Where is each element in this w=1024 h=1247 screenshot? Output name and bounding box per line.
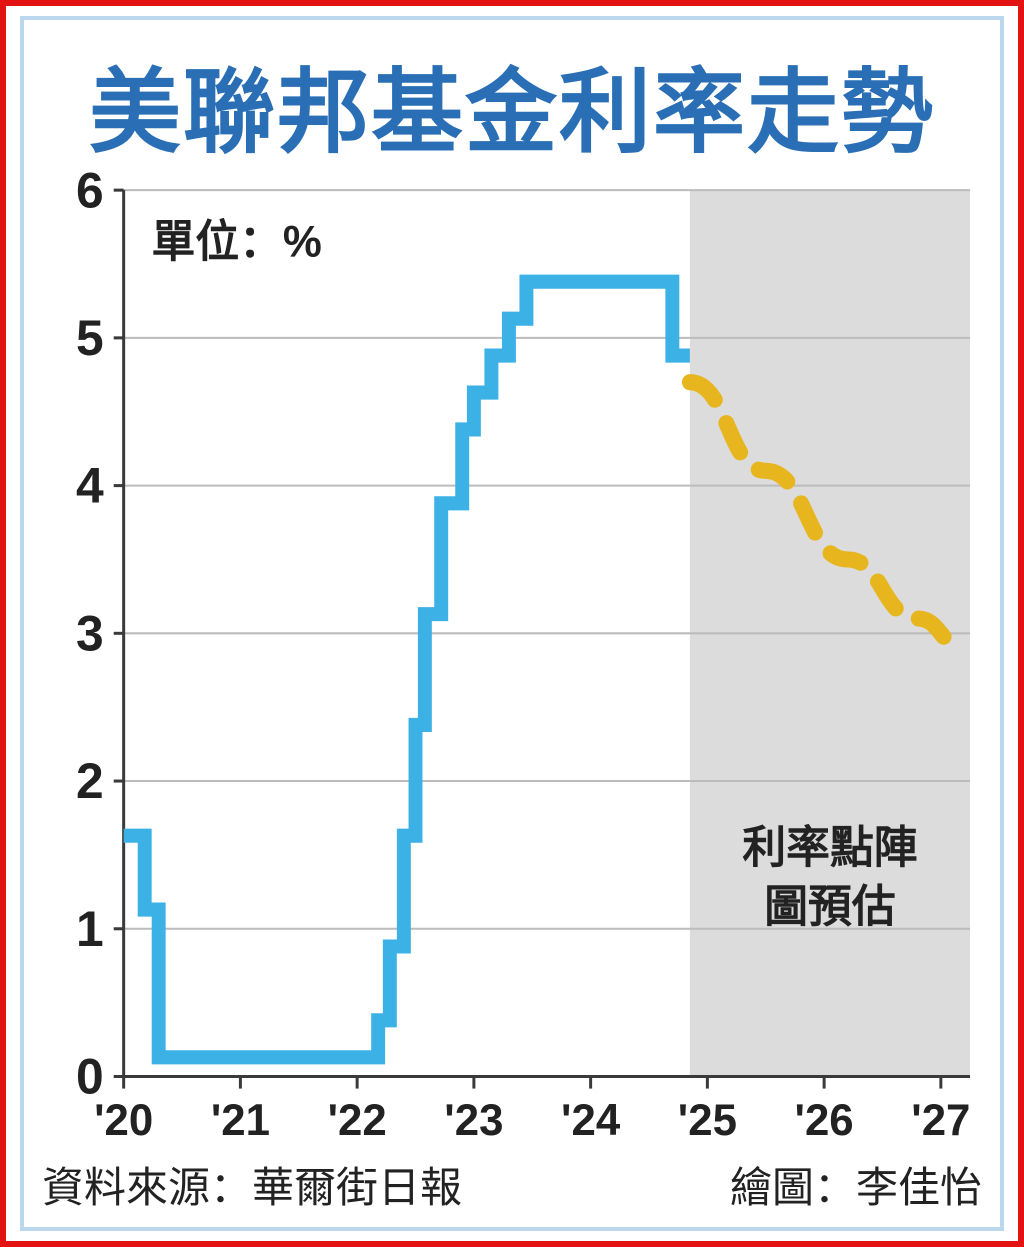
chart-title: 美聯邦基金利率走勢: [24, 38, 1000, 171]
svg-text:4: 4: [76, 457, 104, 513]
svg-text:5: 5: [76, 310, 104, 366]
inner-frame: 美聯邦基金利率走勢 0123456'20'21'22'23'24'25'26'2…: [20, 16, 1004, 1231]
svg-text:2: 2: [76, 753, 104, 809]
source-label: 資料來源：華爾街日報: [42, 1154, 462, 1215]
svg-text:單位：%: 單位：%: [152, 217, 322, 266]
svg-text:利率點陣: 利率點陣: [742, 823, 917, 872]
svg-text:'20: '20: [94, 1096, 153, 1145]
credit-label: 繪圖：李佳怡: [730, 1154, 982, 1215]
rate-chart: 0123456'20'21'22'23'24'25'26'27單位：%利率點陣圖…: [44, 170, 980, 1147]
chart-area: 0123456'20'21'22'23'24'25'26'27單位：%利率點陣圖…: [44, 170, 980, 1147]
svg-text:'21: '21: [211, 1096, 270, 1145]
svg-text:圖預估: 圖預估: [764, 882, 895, 931]
svg-text:'27: '27: [911, 1096, 970, 1145]
svg-text:'24: '24: [561, 1096, 621, 1145]
svg-text:'26: '26: [795, 1096, 854, 1145]
svg-text:'25: '25: [678, 1096, 737, 1145]
svg-text:6: 6: [76, 170, 104, 218]
svg-text:3: 3: [76, 605, 104, 661]
svg-text:1: 1: [76, 901, 104, 957]
chart-footer: 資料來源：華爾街日報 繪圖：李佳怡: [42, 1154, 982, 1215]
svg-text:'22: '22: [328, 1096, 387, 1145]
outer-frame: 美聯邦基金利率走勢 0123456'20'21'22'23'24'25'26'2…: [0, 0, 1024, 1247]
svg-text:'23: '23: [444, 1096, 503, 1145]
